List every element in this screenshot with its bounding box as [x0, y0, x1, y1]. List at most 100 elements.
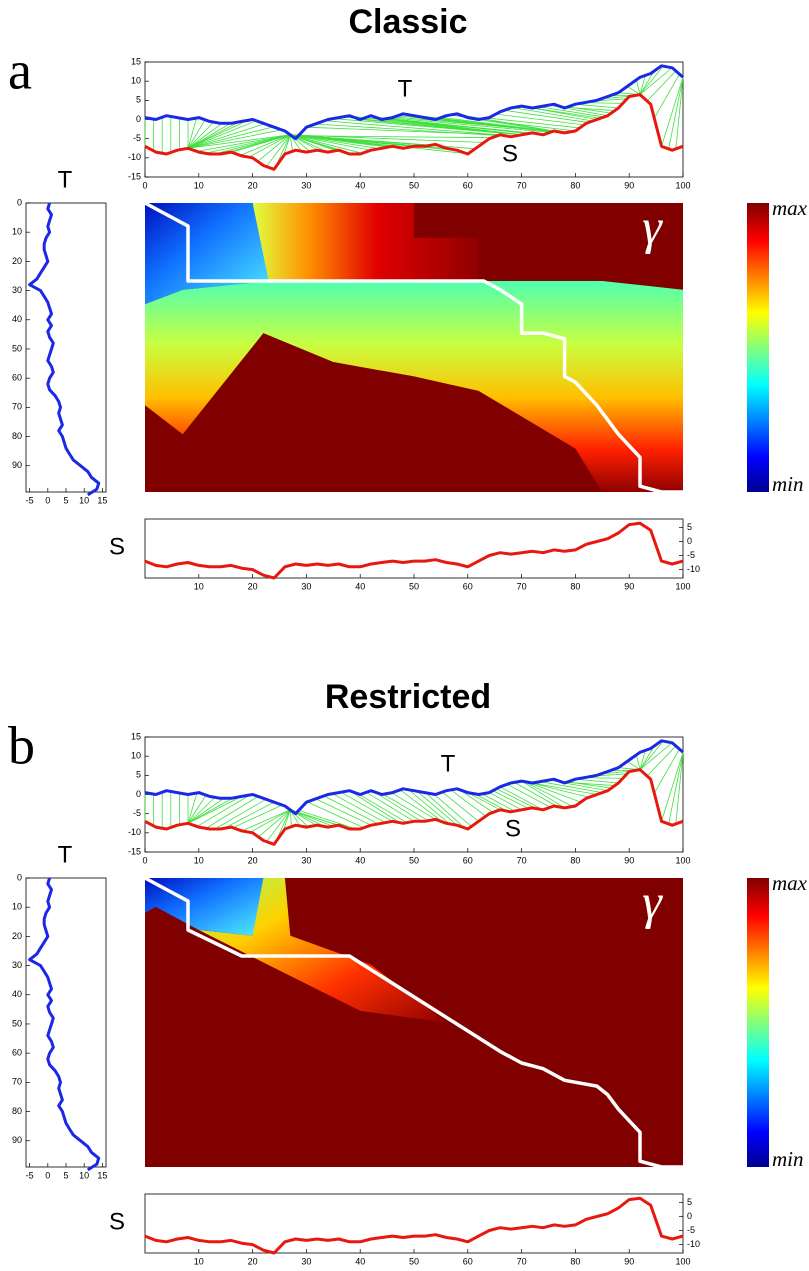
- alignment-link: [639, 745, 655, 770]
- gamma-symbol: γ: [642, 198, 663, 254]
- x-tick-label: 50: [409, 1256, 419, 1266]
- alignment-link: [289, 134, 293, 152]
- alignment-link: [360, 119, 522, 136]
- alignment-link: [324, 120, 515, 137]
- alignment-link: [442, 791, 479, 822]
- y-tick-label: 10: [12, 227, 22, 237]
- y-tick-label: 5: [136, 770, 141, 780]
- alignment-link: [266, 809, 291, 842]
- warping-path: [144, 201, 683, 494]
- x-tick-label: 50: [409, 581, 419, 591]
- x-tick-label: 40: [355, 1256, 365, 1266]
- x-tick-label: 80: [570, 180, 580, 190]
- x-tick-label: 70: [517, 581, 527, 591]
- y-tick-label: -5: [133, 808, 141, 818]
- y-tick-label: 0: [687, 536, 692, 546]
- series-line: [144, 768, 684, 846]
- alignment-link: [425, 792, 465, 829]
- x-tick-label: 90: [624, 581, 634, 591]
- series-line: [144, 64, 684, 141]
- x-tick-label: 0: [45, 1170, 50, 1180]
- alignment-link: [390, 117, 551, 133]
- series-label: S: [109, 533, 125, 560]
- alignment-link: [639, 742, 673, 770]
- y-tick-label: 60: [12, 1048, 22, 1058]
- alignment-link: [187, 794, 207, 824]
- x-tick-label: -5: [26, 495, 34, 505]
- x-tick-label: 100: [675, 581, 690, 591]
- alignment-link: [540, 781, 603, 793]
- alignment-link: [340, 791, 393, 822]
- alignment-link: [504, 109, 589, 123]
- alignment-link: [249, 809, 291, 833]
- alignment-link: [467, 792, 501, 811]
- alignment-link: [441, 116, 565, 134]
- colorbar-label: max: [772, 871, 808, 895]
- alignment-link: [627, 760, 641, 770]
- y-tick-label: 20: [12, 931, 22, 941]
- alignment-link: [675, 77, 684, 149]
- x-tick-label: 100: [675, 855, 690, 865]
- alignment-link: [332, 793, 386, 823]
- x-tick-label: 30: [301, 855, 311, 865]
- alignment-link: [575, 778, 619, 784]
- alignment-link: [416, 790, 458, 826]
- x-tick-label: 0: [142, 855, 147, 865]
- alignment-link: [433, 793, 472, 827]
- panel-title: Classic: [348, 3, 467, 41]
- alignment-link: [639, 740, 664, 770]
- panel-label: b: [8, 715, 35, 775]
- alignment-link: [366, 791, 415, 822]
- x-tick-label: 90: [624, 855, 634, 865]
- x-tick-label: 10: [79, 495, 89, 505]
- x-tick-label: 80: [570, 855, 580, 865]
- alignment-link: [187, 122, 231, 149]
- series-label: S: [502, 140, 518, 167]
- x-tick-label: 10: [194, 855, 204, 865]
- y-tick-label: -5: [133, 133, 141, 143]
- alignment-link: [307, 801, 364, 829]
- alignment-link: [196, 794, 251, 827]
- series-line: [28, 877, 101, 1172]
- alignment-link: [566, 781, 615, 786]
- x-tick-label: 40: [355, 581, 365, 591]
- alignment-link: [187, 797, 234, 824]
- x-tick-label: 80: [570, 581, 580, 591]
- alignment-link: [524, 781, 573, 807]
- alignment-link: [387, 118, 544, 136]
- x-tick-label: 60: [463, 855, 473, 865]
- alignment-link: [495, 113, 585, 126]
- alignment-link: [668, 752, 684, 824]
- warping-path: [144, 876, 683, 1169]
- alignment-link: [432, 118, 565, 134]
- y-tick-label: 0: [17, 872, 22, 882]
- alignment-link: [391, 792, 436, 820]
- alignment-link: [349, 790, 400, 823]
- series-line: [28, 202, 101, 497]
- axes-frame: [144, 1193, 684, 1254]
- y-tick-label: 60: [12, 373, 22, 383]
- series-label: T: [58, 841, 73, 868]
- x-tick-label: 90: [624, 1256, 634, 1266]
- x-tick-label: 20: [248, 180, 258, 190]
- x-tick-label: 100: [675, 180, 690, 190]
- y-tick-label: 10: [12, 902, 22, 912]
- x-tick-label: 5: [63, 1170, 68, 1180]
- series-label: T: [441, 750, 456, 777]
- alignment-link: [187, 797, 216, 824]
- colorbar-label: min: [772, 1147, 804, 1171]
- alignment-link: [241, 809, 291, 832]
- y-tick-label: -5: [687, 550, 695, 560]
- alignment-link: [223, 801, 275, 829]
- axes-frame: [144, 61, 684, 178]
- x-tick-label: 40: [355, 180, 365, 190]
- x-tick-label: 10: [194, 1256, 204, 1266]
- y-tick-label: 0: [136, 789, 141, 799]
- y-tick-label: 0: [17, 197, 22, 207]
- alignment-link: [315, 798, 372, 826]
- alignment-link: [532, 782, 597, 795]
- alignment-link: [675, 752, 684, 824]
- colorbar-label: min: [772, 472, 804, 496]
- heatmap-region: [198, 878, 447, 1023]
- alignment-link: [187, 796, 243, 824]
